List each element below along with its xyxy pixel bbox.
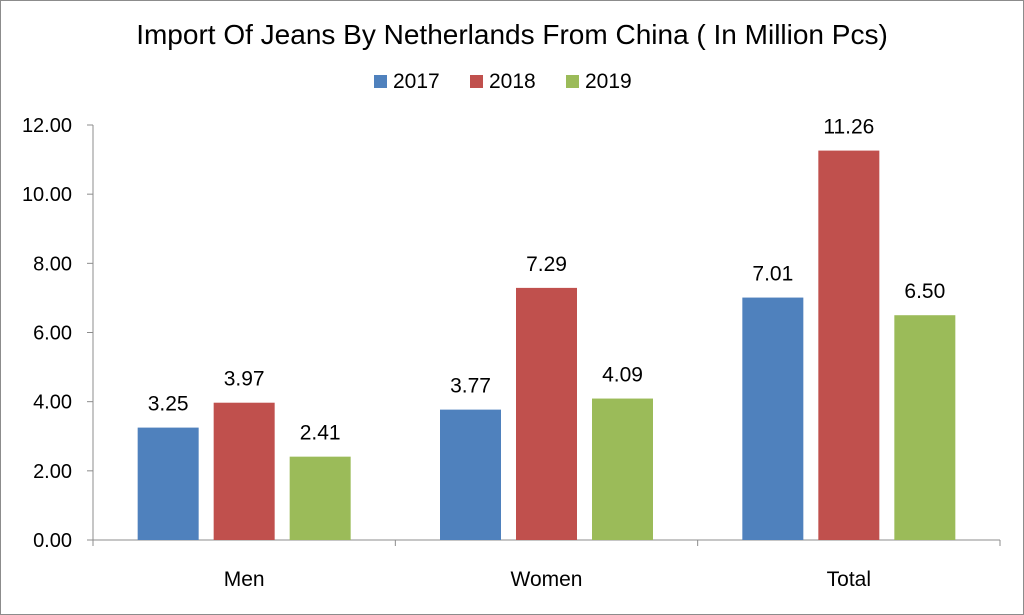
y-tick-label: 10.00 (22, 184, 72, 206)
y-tick-label: 12.00 (22, 115, 72, 137)
chart-title: Import Of Jeans By Netherlands From Chin… (136, 19, 888, 50)
data-labels: 3.25 3.97 2.41 3.77 7.29 4.09 7.01 11.26 6.50 (148, 116, 946, 445)
bar-women-2018 (516, 287, 577, 540)
data-label-women-2018: 7.29 (526, 253, 567, 276)
y-tick-label: 0.00 (33, 530, 72, 552)
x-tick-label-women: Women (511, 568, 583, 591)
legend: 2017 2018 2019 (374, 70, 632, 93)
legend-swatch-2019 (566, 75, 579, 88)
bar-men-2019 (289, 456, 351, 540)
bar-men-2018 (213, 402, 275, 540)
bars (137, 150, 956, 540)
bar-women-2017 (440, 409, 501, 540)
bar-women-2019 (592, 398, 653, 540)
bar-total-2017 (742, 297, 804, 540)
data-label-men-2019: 2.41 (300, 422, 341, 445)
bar-total-2019 (894, 315, 956, 540)
x-axis: Men Women Total (92, 539, 1001, 591)
legend-swatch-2017 (374, 75, 387, 88)
legend-swatch-2018 (470, 75, 483, 88)
x-tick-label-total: Total (827, 568, 871, 591)
data-label-men-2017: 3.25 (148, 393, 189, 416)
bar-men-2017 (137, 427, 199, 540)
y-axis: 0.00 2.00 4.00 6.00 8.00 10.00 12.00 (22, 115, 94, 552)
y-tick-label: 6.00 (33, 323, 72, 345)
data-label-women-2019: 4.09 (602, 364, 643, 387)
data-label-women-2017: 3.77 (450, 375, 491, 398)
y-tick-label: 4.00 (33, 392, 72, 414)
data-label-men-2018: 3.97 (224, 368, 265, 391)
legend-label-2018: 2018 (489, 70, 536, 93)
bar-total-2018 (818, 150, 880, 540)
data-label-total-2018: 11.26 (823, 116, 874, 139)
legend-label-2019: 2019 (585, 70, 632, 93)
legend-label-2017: 2017 (393, 70, 440, 93)
y-tick-label: 8.00 (33, 253, 72, 275)
data-label-total-2017: 7.01 (752, 263, 793, 286)
data-label-total-2019: 6.50 (904, 280, 945, 303)
y-tick-label: 2.00 (33, 461, 72, 483)
x-tick-label-men: Men (224, 568, 265, 591)
